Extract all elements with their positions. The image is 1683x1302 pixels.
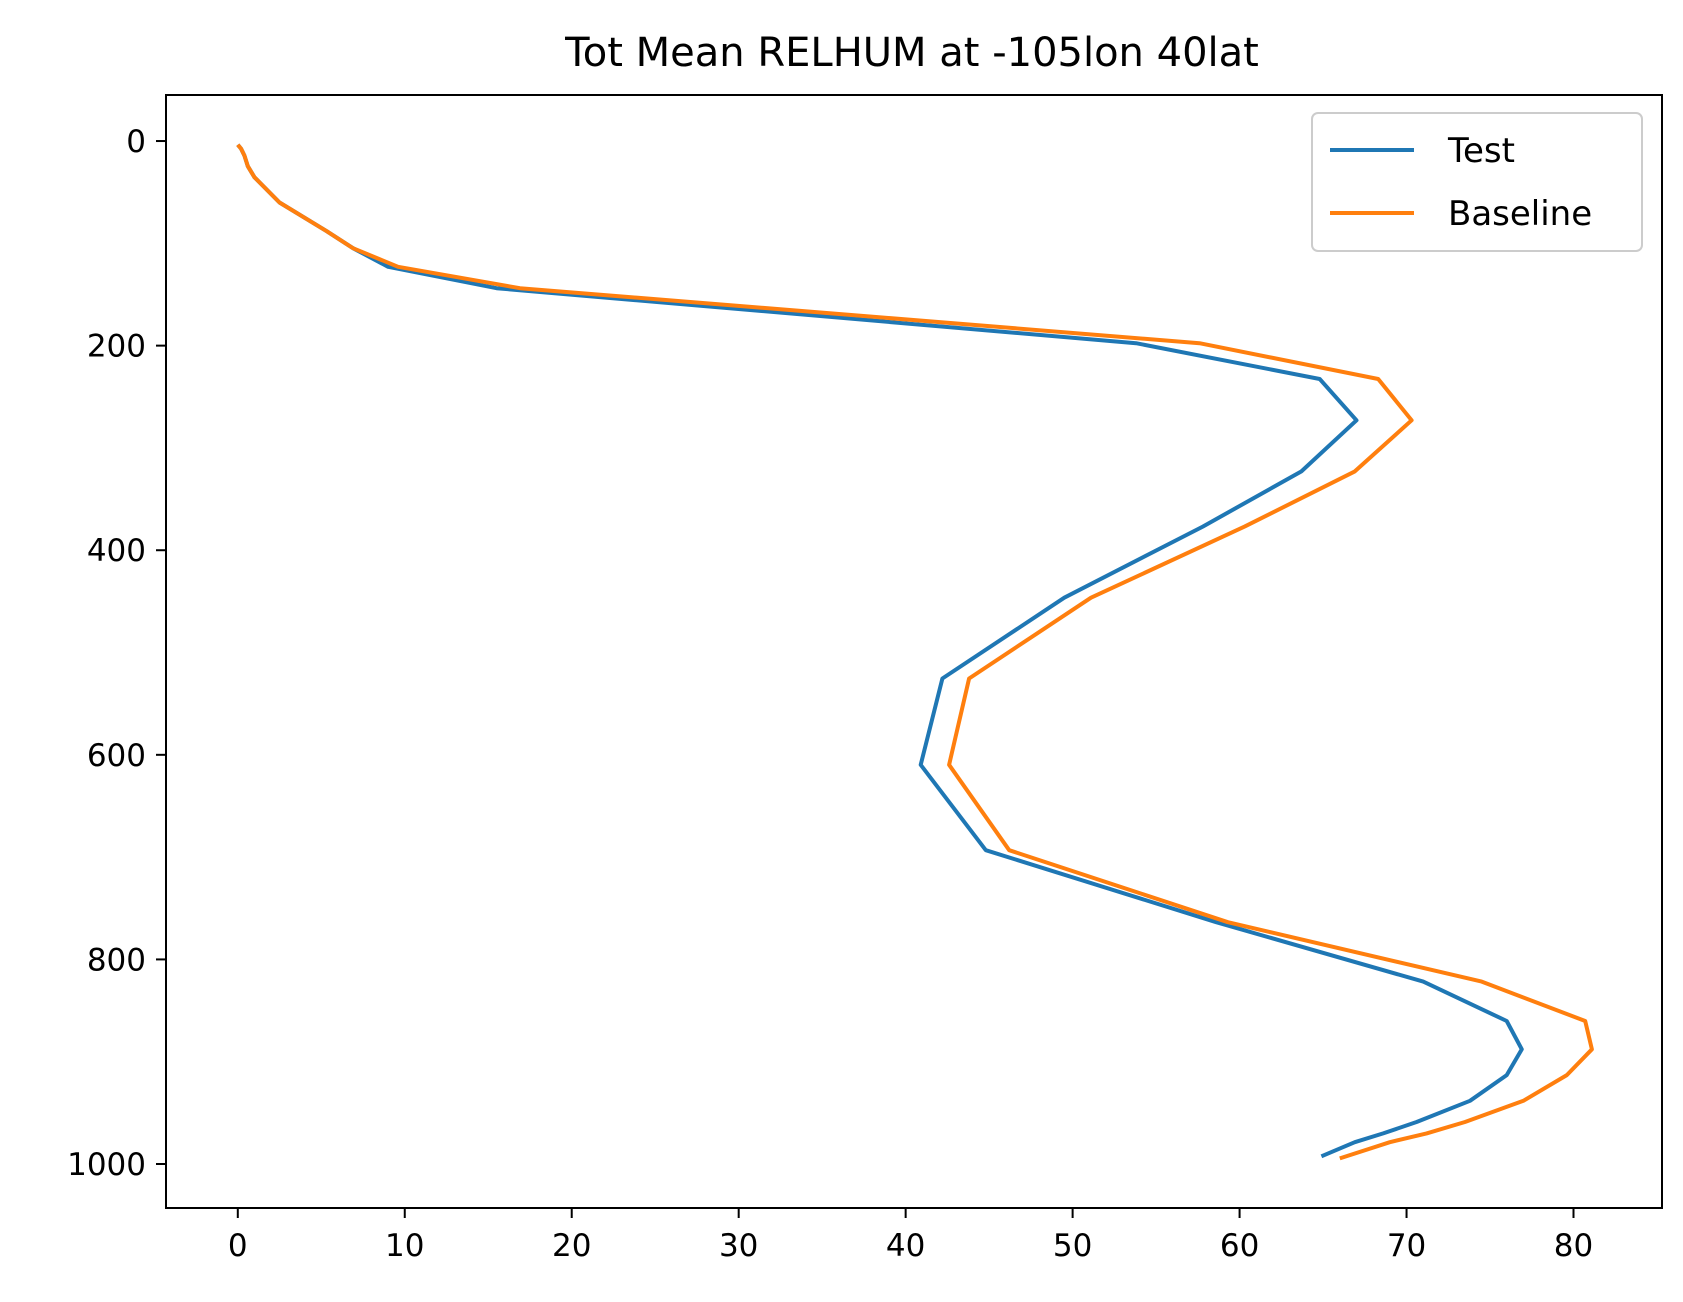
y-tick-label: 0	[126, 124, 146, 160]
x-tick-label: 70	[1387, 1228, 1426, 1264]
legend: Test Baseline	[1311, 112, 1643, 252]
legend-label-baseline: Baseline	[1448, 194, 1592, 234]
series-layer	[236, 143, 1594, 1161]
y-tick-label: 600	[87, 738, 146, 774]
x-tick-label: 0	[228, 1228, 248, 1264]
x-tick-label: 20	[552, 1228, 591, 1264]
x-tick-label: 40	[886, 1228, 925, 1264]
series-line-baseline	[236, 143, 1594, 1161]
y-axis: 0 200 400 600 800 1000	[67, 124, 166, 1183]
x-axis: 0 10 20 30 40 50 60 70 80	[228, 1208, 1593, 1264]
y-tick-label: 200	[87, 329, 146, 365]
legend-label-test: Test	[1447, 131, 1515, 171]
legend-box	[1311, 112, 1643, 252]
x-tick-label: 10	[385, 1228, 424, 1264]
y-tick-label: 400	[87, 533, 146, 569]
x-tick-label: 60	[1220, 1228, 1259, 1264]
plot-area-frame	[165, 94, 1663, 1209]
x-tick-label: 50	[1053, 1228, 1092, 1264]
x-tick-label: 80	[1554, 1228, 1593, 1264]
chart-title: Tot Mean RELHUM at -105lon 40lat	[564, 30, 1259, 76]
y-tick-label: 800	[87, 942, 146, 978]
y-tick-label: 1000	[67, 1147, 146, 1183]
x-tick-label: 30	[719, 1228, 758, 1264]
